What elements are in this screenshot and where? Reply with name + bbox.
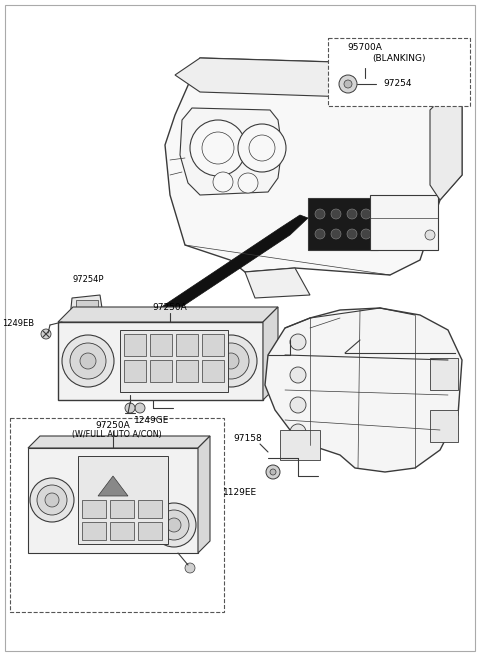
Text: 97254: 97254	[384, 79, 412, 89]
Bar	[328, 38, 470, 106]
Bar	[10, 418, 224, 612]
Circle shape	[70, 343, 106, 379]
Circle shape	[167, 518, 181, 532]
Circle shape	[84, 309, 96, 321]
Circle shape	[135, 403, 145, 413]
Bar	[202, 360, 224, 382]
Circle shape	[290, 424, 306, 440]
Bar	[430, 358, 458, 390]
Bar	[124, 334, 146, 356]
Polygon shape	[245, 268, 310, 298]
Bar	[280, 430, 320, 460]
Bar	[176, 360, 198, 382]
Bar	[430, 410, 458, 442]
Circle shape	[202, 132, 234, 164]
Circle shape	[30, 478, 74, 522]
Polygon shape	[58, 307, 278, 322]
Circle shape	[238, 124, 286, 172]
Text: 97250A: 97250A	[96, 421, 131, 430]
Circle shape	[331, 229, 341, 239]
Polygon shape	[430, 88, 462, 200]
Polygon shape	[175, 58, 462, 100]
Text: 97158: 97158	[234, 434, 263, 443]
Bar	[76, 300, 98, 322]
Circle shape	[185, 563, 195, 573]
Circle shape	[347, 209, 357, 219]
Circle shape	[331, 209, 341, 219]
Text: 95700A: 95700A	[348, 43, 383, 52]
Bar	[150, 360, 172, 382]
Bar	[110, 500, 134, 518]
Polygon shape	[263, 307, 278, 400]
Polygon shape	[265, 308, 462, 472]
Circle shape	[361, 209, 371, 219]
Circle shape	[41, 329, 51, 339]
Circle shape	[249, 135, 275, 161]
Bar	[82, 500, 106, 518]
Circle shape	[344, 80, 352, 88]
Circle shape	[80, 353, 96, 369]
Circle shape	[205, 335, 257, 387]
Circle shape	[62, 335, 114, 387]
Bar	[28, 448, 198, 553]
Polygon shape	[198, 436, 210, 553]
Bar	[124, 360, 146, 382]
Text: (W/FULL AUTO A/CON): (W/FULL AUTO A/CON)	[72, 430, 162, 439]
Circle shape	[37, 485, 67, 515]
Bar	[82, 522, 106, 540]
Bar	[78, 456, 168, 544]
Bar	[58, 322, 263, 400]
Text: 97250A: 97250A	[153, 303, 187, 312]
Bar	[308, 198, 378, 250]
Circle shape	[213, 343, 249, 379]
Circle shape	[339, 75, 357, 93]
Circle shape	[266, 465, 280, 479]
Circle shape	[125, 403, 135, 413]
Circle shape	[223, 353, 239, 369]
Circle shape	[358, 55, 372, 69]
Polygon shape	[28, 436, 210, 448]
Bar	[120, 330, 228, 392]
Circle shape	[361, 229, 371, 239]
Text: 97254P: 97254P	[72, 275, 104, 284]
Circle shape	[238, 173, 258, 193]
Bar	[176, 334, 198, 356]
Circle shape	[290, 334, 306, 350]
Text: 1129EE: 1129EE	[223, 488, 257, 497]
Circle shape	[190, 120, 246, 176]
Bar	[138, 522, 162, 540]
Bar	[150, 334, 172, 356]
Bar	[370, 195, 438, 250]
Circle shape	[315, 229, 325, 239]
Text: 1249EB: 1249EB	[2, 319, 34, 329]
Circle shape	[315, 209, 325, 219]
Circle shape	[159, 510, 189, 540]
Circle shape	[347, 229, 357, 239]
Bar	[138, 500, 162, 518]
Text: 1249GE: 1249GE	[134, 416, 170, 425]
Circle shape	[152, 503, 196, 547]
Circle shape	[270, 469, 276, 475]
Bar	[110, 522, 134, 540]
Bar	[202, 334, 224, 356]
Polygon shape	[98, 476, 128, 496]
Circle shape	[361, 58, 369, 66]
Circle shape	[425, 230, 435, 240]
Polygon shape	[70, 295, 104, 328]
Polygon shape	[180, 108, 282, 195]
Polygon shape	[148, 215, 308, 318]
Circle shape	[290, 367, 306, 383]
Circle shape	[213, 172, 233, 192]
Circle shape	[45, 493, 59, 507]
Polygon shape	[165, 58, 462, 275]
Text: (BLANKING): (BLANKING)	[372, 54, 426, 63]
Circle shape	[290, 397, 306, 413]
